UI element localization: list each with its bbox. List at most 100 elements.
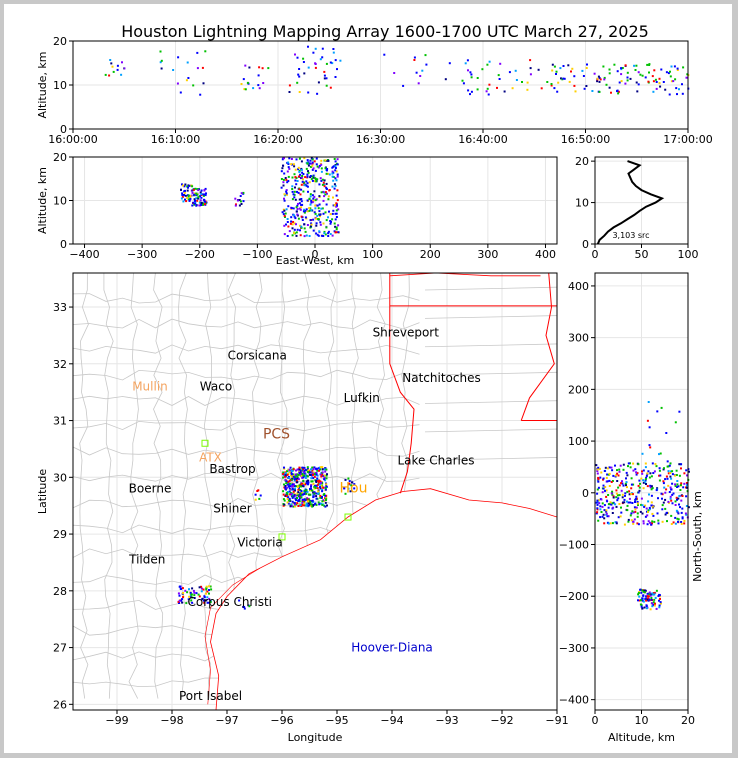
vhf-source-point [585, 85, 588, 87]
vhf-source-point [184, 589, 187, 592]
vhf-source-point [640, 605, 643, 608]
vhf-source-point [283, 467, 286, 470]
vhf-source-point [650, 598, 653, 601]
vhf-source-point [287, 163, 290, 165]
vhf-source-point [664, 491, 667, 494]
x-tick-label: −97 [215, 714, 238, 727]
vhf-source-point [610, 492, 613, 495]
vhf-source-point [651, 462, 654, 465]
vhf-source-point [307, 190, 309, 193]
vhf-source-point [643, 505, 646, 508]
vhf-source-point [314, 47, 317, 50]
vhf-source-point [302, 476, 305, 479]
vhf-source-point [611, 480, 614, 482]
vhf-source-point [644, 515, 647, 518]
vhf-source-point [332, 209, 335, 212]
vhf-source-point [312, 167, 315, 170]
y-tick-label: 10 [53, 195, 67, 208]
vhf-source-point [650, 494, 653, 497]
vhf-source-point [193, 594, 196, 597]
vhf-source-point [288, 477, 291, 479]
vhf-source-point [353, 487, 356, 490]
vhf-source-point [648, 508, 651, 511]
y-tick-label: 28 [53, 585, 67, 598]
vhf-source-point [607, 522, 610, 525]
vhf-source-point [514, 69, 517, 72]
vhf-source-point [655, 489, 658, 492]
vhf-source-point [295, 158, 298, 161]
vhf-source-point [318, 230, 321, 233]
vhf-source-point [402, 84, 405, 87]
vhf-source-point [287, 225, 290, 228]
vhf-source-point [383, 53, 386, 56]
vhf-source-point [485, 90, 488, 93]
vhf-source-point [199, 199, 202, 202]
vhf-source-point [655, 589, 658, 592]
vhf-source-point [618, 470, 621, 473]
vhf-source-point [630, 487, 633, 490]
vhf-source-point [302, 504, 305, 507]
vhf-source-point [655, 81, 658, 83]
vhf-source-point [605, 512, 608, 515]
vhf-source-point [665, 71, 668, 74]
vhf-source-point [685, 484, 688, 487]
vhf-source-point [649, 486, 652, 489]
vhf-source-point [208, 597, 211, 600]
vhf-source-point [298, 504, 301, 507]
x-tick-label: 20 [681, 714, 695, 727]
vhf-source-point [311, 162, 314, 165]
vhf-source-point [607, 515, 610, 518]
lma-station-marker [201, 439, 209, 447]
vhf-source-point [181, 587, 184, 590]
vhf-source-point [239, 195, 242, 197]
vhf-source-point [448, 62, 451, 65]
y-axis-label: Latitude [36, 469, 49, 515]
vhf-source-point [563, 77, 566, 80]
vhf-source-point [323, 179, 326, 182]
vhf-source-point [297, 500, 300, 502]
vhf-source-point [323, 77, 326, 80]
map-layer [73, 273, 557, 710]
vhf-source-point [312, 229, 315, 232]
vhf-source-point [288, 230, 291, 233]
vhf-source-point [296, 468, 299, 471]
vhf-source-point [625, 484, 627, 487]
vhf-source-point [300, 490, 303, 492]
vhf-source-point [324, 191, 327, 194]
vhf-source-point [291, 483, 294, 486]
vhf-source-point [421, 69, 424, 72]
vhf-source-point [196, 199, 199, 202]
vhf-source-point [306, 199, 309, 202]
vhf-source-point [674, 421, 677, 424]
vhf-source-point [647, 511, 649, 513]
vhf-source-point [629, 501, 632, 504]
vhf-source-point [307, 91, 310, 94]
vhf-source-point [620, 80, 623, 83]
vhf-source-point [288, 84, 291, 87]
vhf-source-point [657, 522, 660, 525]
vhf-source-point [299, 173, 302, 176]
vhf-source-point [315, 473, 318, 476]
vhf-source-point [291, 485, 293, 488]
vhf-source-point [641, 512, 644, 515]
vhf-source-point [295, 183, 298, 186]
vhf-source-point [315, 467, 318, 470]
y-tick-label: 10 [575, 197, 589, 210]
vhf-source-point [311, 480, 314, 483]
vhf-source-point [296, 497, 298, 499]
vhf-source-point [660, 602, 662, 605]
vhf-source-point [630, 483, 633, 486]
x-tick-label: −94 [380, 714, 403, 727]
vhf-source-point [244, 64, 247, 67]
vhf-source-point [323, 504, 326, 507]
vhf-source-point [638, 486, 641, 489]
vhf-source-point [637, 592, 640, 594]
vhf-source-point [626, 486, 628, 489]
vhf-source-point [303, 466, 306, 469]
vhf-source-point [417, 82, 420, 85]
vhf-source-point [294, 485, 296, 487]
vhf-source-point [303, 471, 305, 474]
vhf-source-point [300, 474, 303, 477]
vhf-source-point [319, 468, 322, 471]
vhf-source-point [288, 468, 291, 471]
